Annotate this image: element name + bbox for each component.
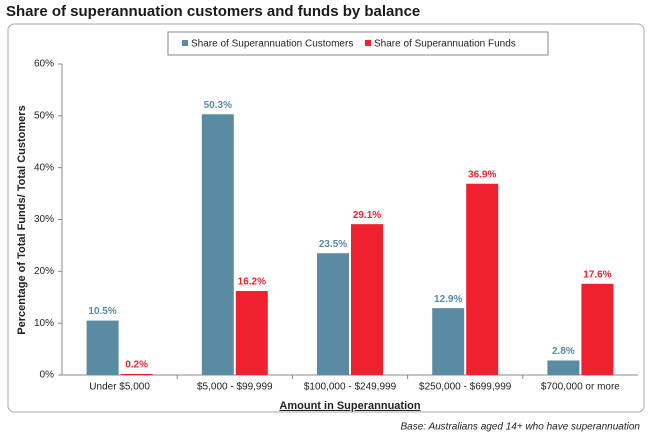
x-tick-label: $700,000 or more <box>541 382 620 393</box>
legend-swatch <box>365 40 371 46</box>
value-label: 17.6% <box>583 269 611 280</box>
value-label: 50.3% <box>204 100 232 111</box>
y-tick-label: 60% <box>34 59 54 70</box>
bar <box>201 114 234 376</box>
value-label: 2.8% <box>552 346 575 357</box>
x-tick-label: Under $5,000 <box>89 382 150 393</box>
legend-label: Share of Superannuation Funds <box>374 39 516 50</box>
x-tick-label: $100,000 - $249,999 <box>304 382 397 393</box>
bar <box>235 291 268 375</box>
bar <box>86 320 119 375</box>
bar <box>120 373 153 375</box>
bar <box>466 183 499 375</box>
y-tick-label: 40% <box>34 162 54 173</box>
value-label: 36.9% <box>468 169 496 180</box>
value-label: 10.5% <box>88 306 116 317</box>
bar <box>581 283 614 375</box>
value-label: 12.9% <box>434 294 462 305</box>
y-tick-label: 20% <box>34 266 54 277</box>
chart-frame <box>7 23 645 413</box>
value-label: 16.2% <box>238 277 266 288</box>
y-tick-label: 30% <box>34 214 54 225</box>
bar <box>547 360 580 375</box>
note: Base: Australians aged 14+ who have supe… <box>400 422 640 433</box>
value-label: 0.2% <box>125 360 148 371</box>
bar <box>351 224 383 375</box>
chart-title: Share of superannuation customers and fu… <box>6 3 420 20</box>
value-label: 23.5% <box>319 239 347 250</box>
bar <box>432 308 465 375</box>
y-tick-label: 0% <box>40 370 55 381</box>
legend-label: Share of Superannuation Customers <box>191 39 353 50</box>
x-axis-title: Amount in Superannuation <box>279 400 420 412</box>
bar <box>317 253 349 375</box>
legend-swatch <box>182 40 188 46</box>
value-label: 29.1% <box>353 210 381 221</box>
x-tick-label: $250,000 - $699,999 <box>419 382 512 393</box>
legend-box <box>167 31 549 56</box>
x-tick-label: $5,000 - $99,999 <box>197 382 273 393</box>
y-tick-label: 10% <box>34 318 54 329</box>
y-axis-title: Percentage of Total Funds/ Total Custome… <box>16 105 28 334</box>
y-tick-label: 50% <box>34 110 54 121</box>
